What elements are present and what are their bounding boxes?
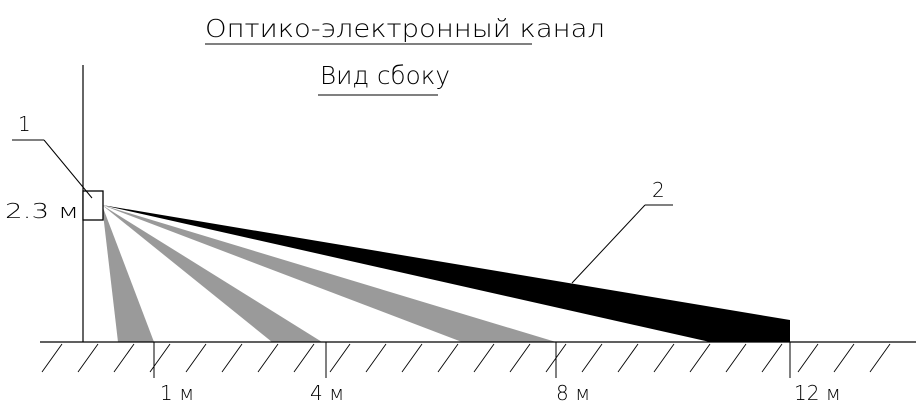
hatch-stroke [473, 343, 495, 373]
hatch-stroke [365, 343, 387, 373]
hatch-stroke [617, 343, 639, 373]
hatch-stroke [221, 343, 243, 373]
hatch-stroke [437, 343, 459, 373]
hatch-stroke [833, 343, 855, 373]
hatch-stroke [761, 343, 783, 373]
diagram-title: Оптико-электронный канал [205, 14, 605, 43]
height-label: 2.3 м [5, 199, 79, 223]
hatch-stroke [41, 343, 63, 373]
callout-1-label: 1 [18, 112, 31, 136]
beam-zone-8m [102, 205, 556, 342]
hatch-stroke [725, 343, 747, 373]
hatch-stroke [653, 343, 675, 373]
beam-zone-1m [102, 205, 154, 342]
hatch-stroke [581, 343, 603, 373]
hatch-stroke [869, 343, 891, 373]
hatch-stroke [77, 343, 99, 373]
distance-label-4m: 4 м [310, 381, 344, 405]
diagram-subtitle: Вид сбоку [320, 61, 450, 90]
hatch-stroke [293, 343, 315, 373]
distance-label-1m: 1 м [160, 381, 194, 405]
beam-zone-12m [102, 205, 790, 342]
callout-2-label: 2 [652, 178, 665, 202]
ground-hatching [41, 343, 891, 373]
callout-2-leader [571, 204, 646, 284]
hatch-stroke [185, 343, 207, 373]
hatch-stroke [797, 343, 819, 373]
hatch-stroke [401, 343, 423, 373]
sensor-box [82, 190, 104, 221]
distance-label-12m: 12 м [794, 381, 841, 405]
hatch-stroke [329, 343, 351, 373]
hatch-stroke [509, 343, 531, 373]
hatch-stroke [257, 343, 279, 373]
distance-label-8m: 8 м [556, 381, 590, 405]
hatch-stroke [149, 343, 171, 373]
callout-1-leader [43, 139, 93, 199]
beam-zone-4m [102, 205, 322, 342]
hatch-stroke [689, 343, 711, 373]
hatch-stroke [113, 343, 135, 373]
